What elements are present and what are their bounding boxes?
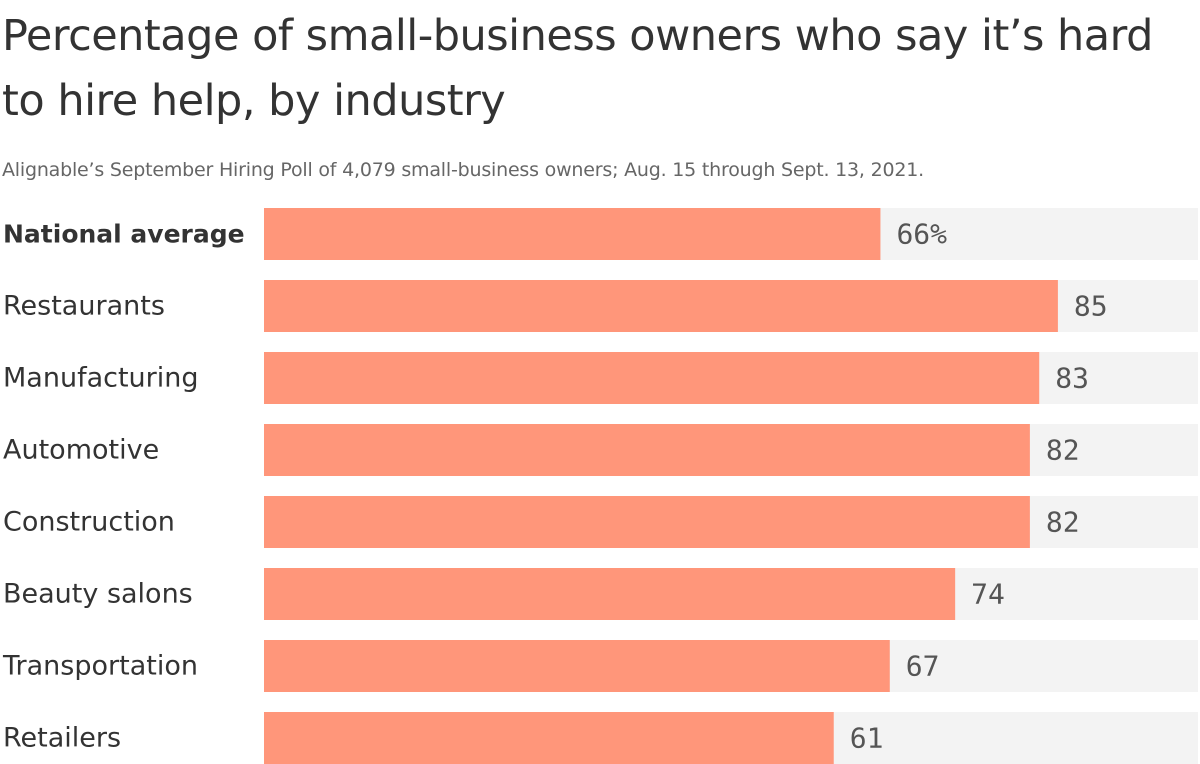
bar bbox=[264, 208, 881, 260]
bar-row-manufacturing: Manufacturing 83 bbox=[3, 352, 1198, 404]
bar-row-construction: Construction 82 bbox=[3, 496, 1198, 548]
category-label: National average bbox=[3, 220, 245, 249]
category-label: Retailers bbox=[3, 723, 121, 754]
bar-row-retailers: Retailers 61 bbox=[3, 712, 1198, 764]
value-label: 82 bbox=[1046, 434, 1080, 467]
bar bbox=[264, 496, 1030, 548]
bar-row-automotive: Automotive 82 bbox=[3, 424, 1198, 476]
bar bbox=[264, 640, 890, 692]
value-label: 74 bbox=[971, 578, 1005, 611]
value-label: 67 bbox=[906, 650, 940, 683]
chart-subtitle: Alignable’s September Hiring Poll of 4,0… bbox=[2, 159, 924, 181]
bar bbox=[264, 424, 1030, 476]
category-label: Manufacturing bbox=[3, 363, 199, 394]
bar-row-restaurants: Restaurants 85 bbox=[3, 280, 1198, 332]
category-label: Transportation bbox=[2, 651, 198, 682]
bar bbox=[264, 712, 834, 764]
category-label: Construction bbox=[3, 507, 175, 538]
category-label: Automotive bbox=[3, 435, 159, 466]
value-label: 83 bbox=[1055, 362, 1089, 395]
bar-row-national-average: National average 66% bbox=[3, 208, 1198, 260]
bar-row-transportation: Transportation 67 bbox=[2, 640, 1198, 692]
category-label: Restaurants bbox=[3, 291, 165, 322]
value-label: 82 bbox=[1046, 506, 1080, 539]
bar bbox=[264, 280, 1058, 332]
bar bbox=[264, 568, 956, 620]
value-label: 66% bbox=[896, 218, 947, 251]
bar-row-beauty-salons: Beauty salons 74 bbox=[3, 568, 1198, 620]
category-label: Beauty salons bbox=[3, 579, 193, 610]
value-label: 85 bbox=[1074, 290, 1108, 323]
value-label: 61 bbox=[850, 722, 884, 755]
bar bbox=[264, 352, 1040, 404]
chart-title: Percentage of small‑business owners who … bbox=[2, 11, 1153, 126]
